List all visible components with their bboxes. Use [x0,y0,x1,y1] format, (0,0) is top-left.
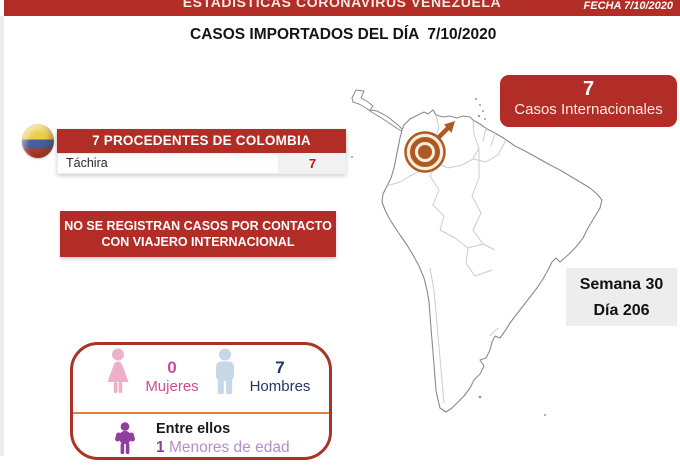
day-label: Día 206 [593,302,650,319]
table-row: Táchira 7 [57,153,346,174]
page-title: CASOS IMPORTADOS DEL DÍA 7/10/2020 [190,26,497,43]
demographics-box: 0 Mujeres 7 Hombres [70,342,332,460]
colombia-flag-icon [22,124,54,158]
man-icon [216,348,234,394]
state-value-cell: 7 [279,153,346,174]
country-borders [386,115,507,404]
women-label: Mujeres [145,378,199,395]
islands-dots [351,98,546,416]
child-icon [115,422,135,454]
south-america-outline [381,109,603,413]
minors-line: 1 Menores de edad [156,438,290,457]
week-day-box: Semana 30 Día 206 [566,268,677,326]
central-america-outline [351,89,404,133]
header-date: FECHA 7/10/2020 [583,0,673,12]
men-label: Hombres [249,378,311,395]
women-count: 0 [167,358,177,377]
week-label: Semana 30 [579,276,664,293]
international-count: 7 [582,78,595,100]
minors-block: Entre ellos 1 Menores de edad [156,421,290,457]
orange-divider [73,412,329,414]
page-left-edge [0,16,4,456]
map-svg [351,89,603,416]
woman-icon [107,348,129,393]
state-name-cell: Táchira [57,153,279,174]
header-title: ESTADÍSTICAS CORONAVIRUS VENEZUELA [182,0,502,10]
minors-label: Menores de edad [168,439,290,456]
header-banner: ESTADÍSTICAS CORONAVIRUS VENEZUELA FECHA… [4,0,680,16]
colombia-banner: 7 PROCEDENTES DE COLOMBIA [57,129,346,153]
international-cases-box: 7 Casos Internacionales [500,75,677,127]
no-contact-notice: NO SE REGISTRAN CASOS POR CONTACTO CON V… [60,211,336,257]
notice-line2: CON VIAJERO INTERNACIONAL [101,235,295,249]
minors-intro: Entre ellos [156,421,231,437]
minors-count: 1 [156,439,165,456]
notice-line1: NO SE REGISTRAN CASOS POR CONTACTO [64,219,332,233]
bullseye-arrow-icon [404,121,455,173]
international-label: Casos Internacionales [514,101,663,118]
south-america-map [340,58,680,470]
men-count: 7 [275,358,285,377]
